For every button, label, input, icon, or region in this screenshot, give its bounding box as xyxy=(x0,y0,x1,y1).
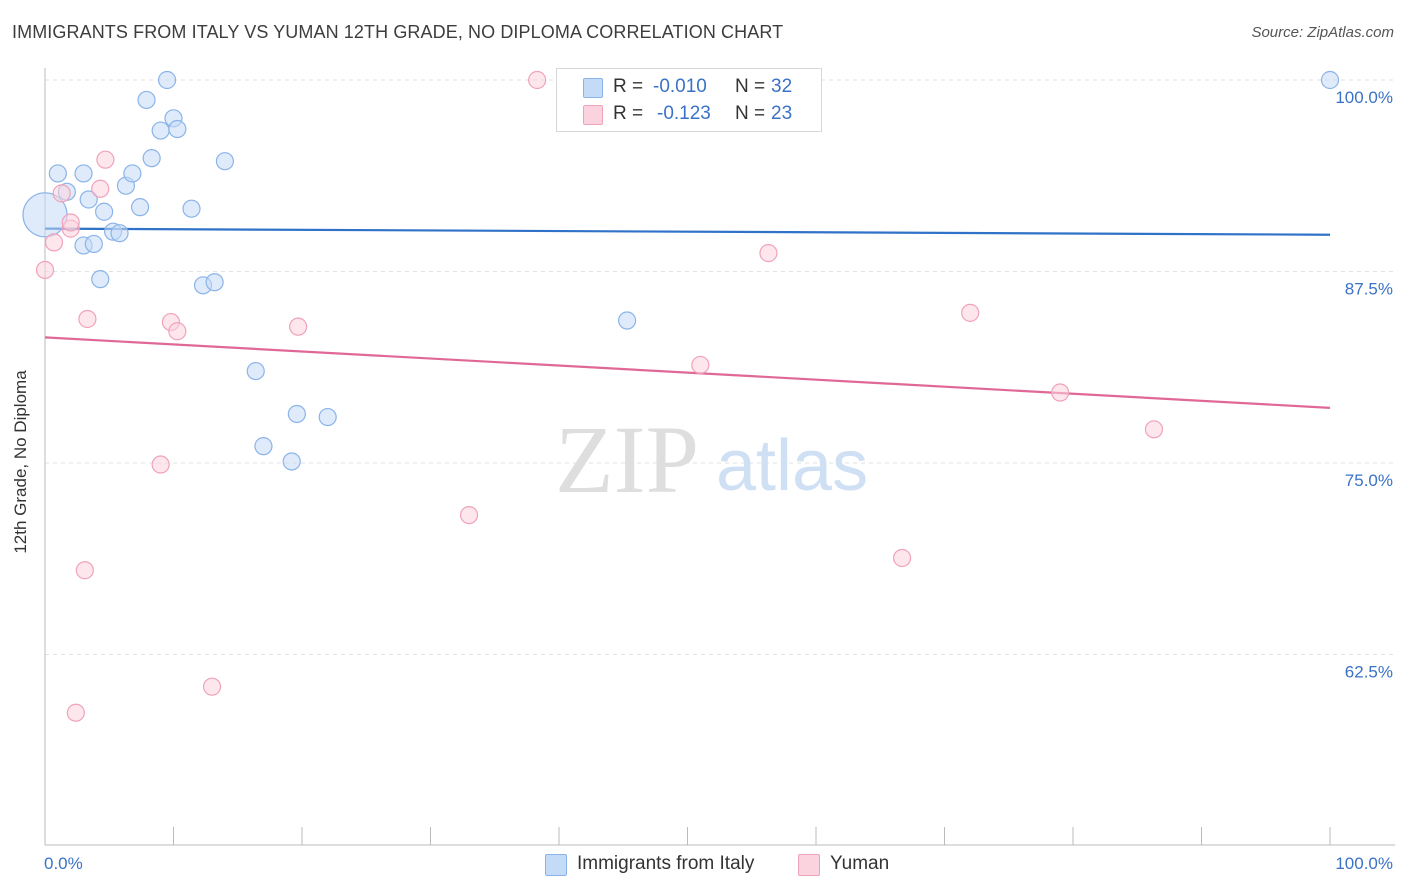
point-italy xyxy=(142,149,161,168)
legend-row-italy: R = -0.010 N = 32 xyxy=(557,74,821,100)
legend-row-yuman: R = -0.123 N = 23 xyxy=(557,101,821,127)
point-yuman xyxy=(892,548,912,568)
point-yuman xyxy=(151,455,170,474)
point-yuman xyxy=(459,505,479,525)
legend-n-value: 32 xyxy=(771,76,793,97)
y-tick-label: 100.0% xyxy=(1335,88,1393,107)
point-italy xyxy=(151,121,170,140)
point-italy xyxy=(287,404,306,424)
point-yuman xyxy=(1051,383,1070,402)
point-italy xyxy=(254,437,273,456)
point-italy xyxy=(91,270,110,289)
point-yuman xyxy=(78,309,97,329)
point-italy xyxy=(282,452,301,471)
data-points xyxy=(22,70,1340,722)
legend-r-value: -0.123 xyxy=(657,103,711,124)
point-italy xyxy=(123,164,142,183)
legend-swatch-italy xyxy=(583,78,603,98)
legend-r-label: R = xyxy=(613,103,644,124)
point-italy xyxy=(157,70,177,90)
point-italy xyxy=(137,90,156,110)
point-italy xyxy=(79,190,98,209)
series-legend: Immigrants from Italy Yuman xyxy=(0,852,1406,878)
point-yuman xyxy=(289,317,308,336)
point-italy xyxy=(74,164,93,183)
point-italy xyxy=(1320,70,1340,90)
y-tick-label: 87.5% xyxy=(1345,280,1393,299)
point-yuman xyxy=(44,233,64,252)
point-yuman xyxy=(691,355,710,375)
point-italy xyxy=(618,311,637,330)
point-yuman xyxy=(52,184,71,203)
point-italy xyxy=(48,164,67,183)
point-yuman xyxy=(35,260,55,280)
x-tick-label: 100.0% xyxy=(1335,854,1393,873)
series-legend-label: Immigrants from Italy xyxy=(577,853,755,874)
trend-line-yuman xyxy=(44,336,1331,409)
x-tick-label: 0.0% xyxy=(44,854,83,873)
point-italy xyxy=(246,361,265,381)
point-yuman xyxy=(759,244,778,263)
legend-r-value: -0.010 xyxy=(653,76,707,97)
point-italy xyxy=(110,224,129,243)
series-legend-label: Yuman xyxy=(830,853,890,874)
stats-legend: R = -0.010 N = 32 R = -0.123 N = 23 xyxy=(556,68,822,132)
legend-n-label: N = xyxy=(735,76,766,97)
point-yuman xyxy=(61,213,80,232)
point-yuman xyxy=(202,677,222,696)
watermark-zip: ZIP xyxy=(555,406,699,513)
chart-title: IMMIGRANTS FROM ITALY VS YUMAN 12TH GRAD… xyxy=(12,22,784,42)
point-yuman xyxy=(1144,420,1164,439)
point-yuman xyxy=(528,70,547,90)
y-tick-label: 75.0% xyxy=(1345,471,1393,490)
legend-n-label: N = xyxy=(735,103,766,124)
watermark-atlas: atlas xyxy=(716,426,868,506)
trend-lines xyxy=(44,227,1331,409)
tick-labels: 100.0% 87.5% 75.0% 62.5% 0.0% 100.0% xyxy=(44,88,1393,873)
point-yuman xyxy=(961,303,980,322)
legend-n-value: 23 xyxy=(771,103,793,124)
point-yuman xyxy=(75,561,94,580)
point-yuman xyxy=(168,322,187,341)
point-italy xyxy=(205,273,224,292)
series-swatch-italy xyxy=(545,854,567,876)
source-label: Source: ZipAtlas.com xyxy=(1251,24,1394,41)
point-italy xyxy=(130,198,150,217)
point-italy xyxy=(168,119,187,139)
point-yuman xyxy=(66,703,85,722)
series-swatch-yuman xyxy=(798,854,820,876)
point-italy xyxy=(84,234,103,254)
legend-r-label: R = xyxy=(613,76,644,97)
point-yuman xyxy=(96,150,115,169)
point-italy xyxy=(182,199,201,218)
trend-line-italy xyxy=(44,227,1331,236)
point-italy xyxy=(318,407,337,427)
point-italy xyxy=(95,202,114,221)
y-tick-label: 62.5% xyxy=(1345,663,1393,682)
point-yuman xyxy=(91,179,110,198)
legend-swatch-yuman xyxy=(583,105,603,125)
point-italy xyxy=(215,152,234,171)
watermark: ZIP atlas xyxy=(555,406,868,513)
